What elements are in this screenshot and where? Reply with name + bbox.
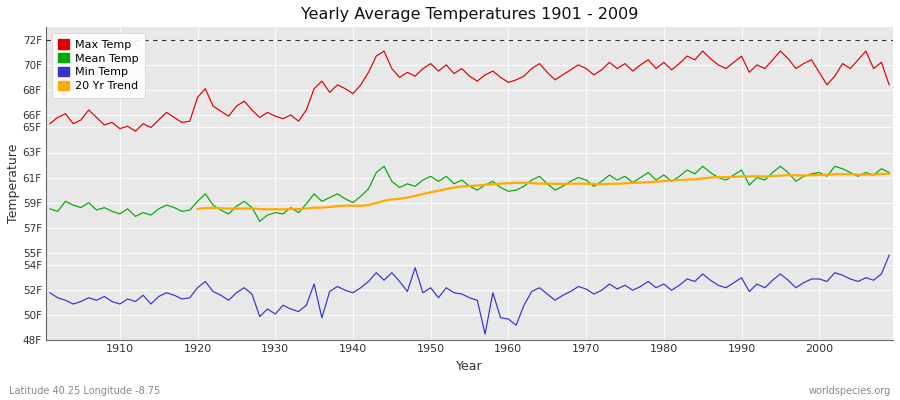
Text: worldspecies.org: worldspecies.org — [809, 386, 891, 396]
Text: Latitude 40.25 Longitude -8.75: Latitude 40.25 Longitude -8.75 — [9, 386, 160, 396]
Title: Yearly Average Temperatures 1901 - 2009: Yearly Average Temperatures 1901 - 2009 — [301, 7, 638, 22]
X-axis label: Year: Year — [456, 360, 482, 373]
Legend: Max Temp, Mean Temp, Min Temp, 20 Yr Trend: Max Temp, Mean Temp, Min Temp, 20 Yr Tre… — [51, 33, 145, 98]
Y-axis label: Temperature: Temperature — [7, 144, 20, 224]
